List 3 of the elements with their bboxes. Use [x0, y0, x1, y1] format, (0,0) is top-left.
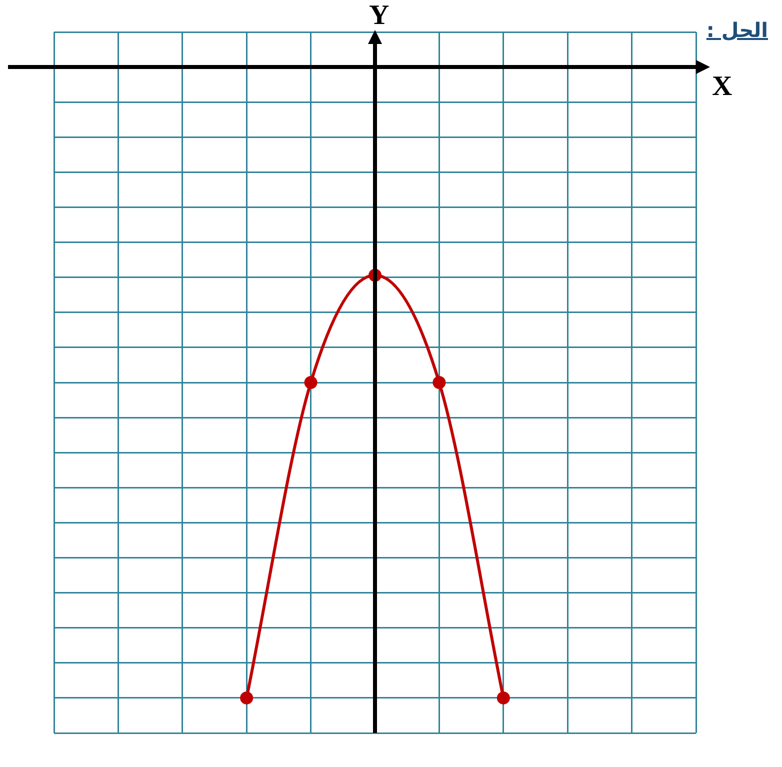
text: الحل : [706, 18, 768, 42]
x-axis-title: X [712, 71, 732, 104]
y-axis-title: Y [369, 0, 390, 32]
